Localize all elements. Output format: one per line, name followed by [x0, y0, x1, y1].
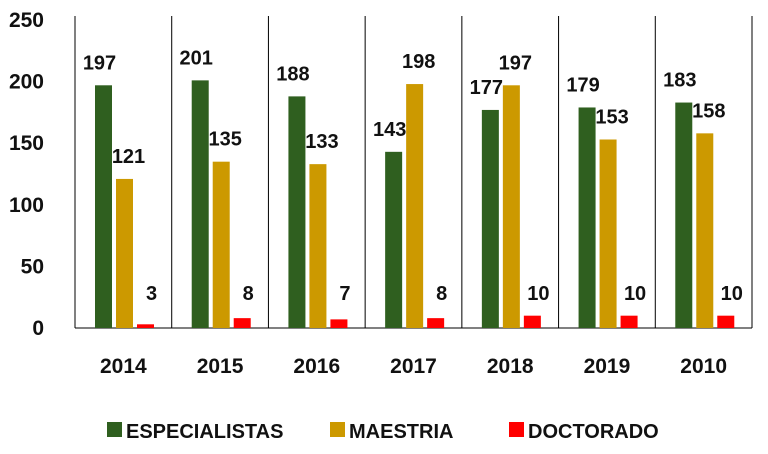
bar-maestria-2017	[406, 84, 424, 329]
data-labels: 197 121 3 201 135 8 188 133 7 143 198 8 177 197 10 179 1…	[83, 47, 743, 305]
bar-doctorado-2010	[717, 315, 735, 328]
data-label-doctorado-2015: 8	[243, 283, 254, 305]
data-label-doctorado-2019: 10	[624, 283, 646, 305]
legend-label-especialistas: ESPECIALISTAS	[126, 421, 283, 443]
x-tick-label: 2015	[197, 355, 244, 378]
data-label-doctorado-2010: 10	[721, 283, 743, 305]
y-tick-label: 0	[32, 317, 44, 340]
bar-especialistas-2015	[191, 80, 209, 328]
data-label-doctorado-2016: 7	[339, 283, 350, 305]
data-label-doctorado-2018: 10	[527, 283, 549, 305]
x-tick-label: 2010	[680, 355, 727, 378]
data-label-maestria-2018: 197	[499, 52, 532, 74]
data-label-especialistas-2018: 177	[470, 77, 503, 99]
bar-maestria-2016	[309, 164, 327, 328]
data-label-maestria-2019: 153	[595, 107, 628, 129]
y-tick-label: 100	[9, 194, 44, 217]
x-tick-label: 2014	[100, 355, 147, 378]
data-label-especialistas-2016: 188	[276, 63, 309, 85]
bar-doctorado-2015	[233, 318, 251, 328]
bar-doctorado-2014	[137, 324, 154, 328]
bar-maestria-2014	[116, 178, 133, 328]
bar-doctorado-2017	[427, 318, 445, 328]
bar-maestria-2015	[212, 161, 230, 328]
data-label-doctorado-2017: 8	[436, 283, 447, 305]
bar-especialistas-2010	[675, 102, 693, 328]
data-label-maestria-2010: 158	[692, 100, 725, 122]
data-label-maestria-2017: 198	[402, 51, 435, 73]
data-label-maestria-2015: 135	[209, 129, 242, 151]
legend-swatch-especialistas	[107, 422, 122, 437]
y-tick-label: 250	[9, 9, 44, 32]
x-tick-label: 2016	[293, 355, 340, 378]
data-label-especialistas-2017: 143	[373, 119, 406, 141]
bar-especialistas-2019	[578, 107, 596, 328]
bar-doctorado-2016	[330, 319, 348, 328]
bar-doctorado-2018	[523, 315, 541, 328]
x-axis-ticks: 2014 2015 2016 2017 2018 2019 2010	[100, 355, 727, 378]
data-label-especialistas-2014: 197	[83, 52, 116, 74]
bar-maestria-2010	[696, 133, 714, 328]
y-tick-label: 50	[21, 255, 44, 278]
legend-label-doctorado: DOCTORADO	[528, 421, 659, 443]
y-tick-label: 200	[9, 71, 44, 94]
bar-especialistas-2017	[385, 151, 403, 328]
bar-maestria-2019	[599, 139, 617, 328]
x-tick-label: 2018	[487, 355, 534, 378]
bar-maestria-2018	[502, 85, 520, 329]
bar-especialistas-2016	[288, 96, 306, 328]
bar-especialistas-2014	[95, 85, 112, 329]
data-label-maestria-2016: 133	[305, 131, 338, 153]
bar-doctorado-2019	[620, 315, 638, 328]
legend-swatch-maestria	[330, 422, 345, 437]
legend: ESPECIALISTAS MAESTRIA DOCTORADO	[107, 421, 659, 443]
bar-especialistas-2018	[481, 109, 499, 328]
data-label-especialistas-2019: 179	[566, 74, 599, 96]
x-tick-label: 2019	[584, 355, 631, 378]
data-label-maestria-2014: 121	[112, 146, 145, 168]
x-tick-label: 2017	[390, 355, 437, 378]
data-label-doctorado-2014: 3	[146, 283, 157, 305]
bars	[95, 80, 735, 329]
y-tick-label: 150	[9, 132, 44, 155]
legend-swatch-doctorado	[509, 422, 524, 437]
legend-label-maestria: MAESTRIA	[349, 421, 453, 443]
y-axis-ticks: 0 50 100 150 200 250	[9, 9, 44, 340]
data-label-especialistas-2015: 201	[180, 47, 213, 69]
data-label-especialistas-2010: 183	[663, 70, 696, 92]
